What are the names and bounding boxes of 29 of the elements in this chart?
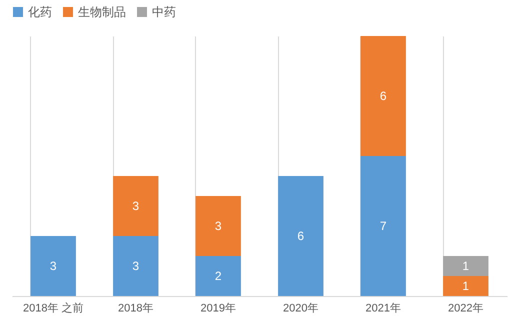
bar	[360, 156, 406, 296]
data-label: 2	[214, 269, 222, 283]
bar	[113, 176, 158, 236]
data-label: 6	[380, 89, 387, 103]
data-label: 3	[132, 199, 140, 213]
bar	[443, 276, 488, 296]
bar	[113, 236, 158, 296]
data-label: 1	[462, 279, 470, 293]
legend-label: 中药	[152, 5, 176, 19]
data-label: 3	[50, 259, 57, 273]
x-tick-label: 2018年 之前	[22, 302, 84, 314]
data-label: 3	[214, 219, 222, 233]
data-label: 7	[380, 219, 387, 233]
x-tick-label: 2019年	[200, 302, 236, 314]
bar	[360, 36, 406, 156]
data-label: 6	[297, 229, 304, 243]
x-tick-label: 2022年	[448, 302, 484, 314]
x-tick-label: 2018年	[118, 302, 154, 314]
bar	[443, 256, 488, 276]
bar	[196, 256, 241, 296]
bar	[196, 196, 241, 256]
bar	[278, 176, 324, 296]
bar	[30, 236, 76, 296]
legend-label: 生物制品	[78, 5, 126, 19]
legend-label: 化药	[28, 5, 52, 19]
x-tick-label: 2021年	[366, 302, 401, 314]
data-label: 1	[462, 259, 470, 273]
x-tick-label: 2020年	[283, 302, 318, 314]
data-label: 3	[132, 259, 140, 273]
